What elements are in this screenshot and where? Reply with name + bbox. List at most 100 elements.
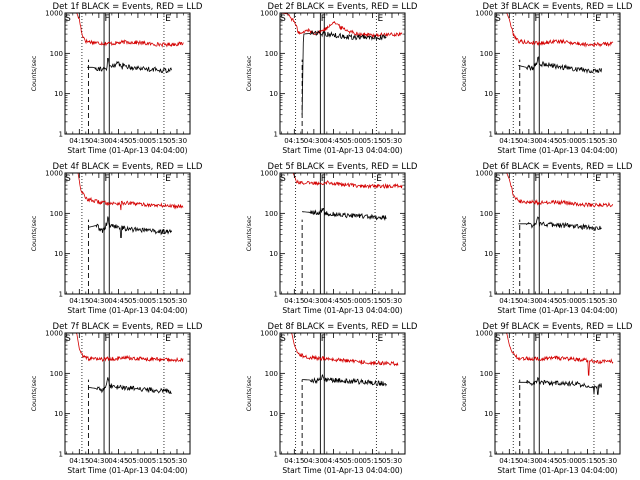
lld-series-line (72, 332, 184, 363)
panel-title: Det 3f BLACK = Events, RED = LLD (483, 2, 633, 12)
x-tick-label: 05:30 (597, 137, 617, 145)
lld-series-line (287, 332, 399, 367)
panel-det-8: Det 8f BLACK = Events, RED = LLD Counts/s… (245, 322, 418, 475)
flare-marker-label: F (321, 14, 326, 24)
end-marker-label: E (165, 174, 171, 184)
x-tick-label: 04:15 (499, 297, 519, 305)
y-tick-label: 1000 (260, 170, 278, 178)
x-tick-label: 04:30 (519, 457, 539, 465)
end-marker-label: E (165, 14, 171, 24)
x-tick-label: 04:30 (519, 137, 539, 145)
x-tick-label: 05:30 (167, 297, 187, 305)
y-tick-label: 1 (59, 291, 63, 299)
x-tick-label: 04:15 (284, 457, 304, 465)
y-tick-label: 100 (265, 370, 278, 378)
panel-title: Det 9f BLACK = Events, RED = LLD (483, 322, 633, 332)
panel-det-7: Det 7f BLACK = Events, RED = LLD Counts/s… (30, 322, 203, 475)
lld-series-line (72, 172, 184, 211)
x-tick-label: 05:30 (382, 137, 402, 145)
end-marker-label: E (595, 174, 601, 184)
end-marker-label: E (165, 334, 171, 344)
y-tick-label: 1000 (260, 10, 278, 18)
start-marker-label: S (65, 334, 71, 344)
x-tick-label: 04:15 (499, 137, 519, 145)
end-marker-label: E (378, 334, 384, 344)
plot-frame (494, 332, 621, 455)
events-series-line (518, 376, 602, 395)
x-tick-label: 05:00 (343, 457, 363, 465)
panel-title: Det 8f BLACK = Events, RED = LLD (268, 322, 418, 332)
x-tick-label: 04:45 (108, 457, 128, 465)
plot-frame (494, 12, 621, 135)
y-tick-label: 1000 (475, 170, 493, 178)
panel-det-5: Det 5f BLACK = Events, RED = LLD Counts/s… (245, 162, 418, 315)
x-tick-label: 05:15 (362, 137, 382, 145)
x-tick-label: 04:45 (538, 457, 558, 465)
plot-frame (64, 332, 191, 455)
y-tick-label: 100 (480, 50, 493, 58)
y-tick-label: 100 (50, 210, 63, 218)
flare-marker-label: F (321, 174, 326, 184)
end-marker-label: E (595, 14, 601, 24)
y-tick-label: 1 (59, 451, 63, 459)
flare-marker-label: F (534, 14, 539, 24)
start-marker-label: S (280, 14, 286, 24)
y-tick-label: 1000 (260, 330, 278, 338)
panel-title: Det 2f BLACK = Events, RED = LLD (268, 2, 418, 12)
flare-marker-label: F (534, 334, 539, 344)
y-tick-label: 1 (59, 131, 63, 139)
panel-det-9: Det 9f BLACK = Events, RED = LLD Counts/s… (460, 322, 633, 475)
x-tick-label: 04:30 (89, 137, 109, 145)
flare-marker-label: F (534, 174, 539, 184)
x-tick-label: 05:15 (147, 297, 167, 305)
y-tick-label: 10 (484, 410, 493, 418)
y-tick-label: 1 (274, 291, 278, 299)
x-tick-label: 05:15 (362, 457, 382, 465)
plot-frame (279, 172, 406, 295)
y-tick-label: 100 (480, 370, 493, 378)
x-tick-label: 05:30 (167, 137, 187, 145)
x-tick-label: 04:15 (69, 297, 89, 305)
x-tick-label: 04:45 (323, 137, 343, 145)
end-marker-label: E (378, 14, 384, 24)
x-tick-label: 05:00 (343, 297, 363, 305)
y-tick-label: 100 (265, 210, 278, 218)
x-tick-label: 04:30 (304, 137, 324, 145)
x-tick-label: 05:00 (558, 457, 578, 465)
start-marker-label: S (495, 14, 501, 24)
x-tick-label: 05:15 (362, 297, 382, 305)
y-axis-label: Counts/sec (245, 375, 253, 411)
events-series-line (302, 373, 387, 387)
start-marker-label: S (280, 334, 286, 344)
panel-title: Det 1f BLACK = Events, RED = LLD (53, 2, 203, 12)
panel-det-6: Det 6f BLACK = Events, RED = LLD Counts/s… (460, 162, 633, 315)
plot-frame (64, 172, 191, 295)
lld-series-line (287, 172, 403, 190)
x-tick-label: 04:45 (323, 457, 343, 465)
x-tick-label: 04:15 (284, 137, 304, 145)
x-tick-label: 04:15 (284, 297, 304, 305)
lld-series-line (70, 12, 184, 48)
x-tick-label: 05:30 (382, 457, 402, 465)
y-axis-label: Counts/sec (460, 55, 468, 91)
x-tick-label: 05:15 (147, 137, 167, 145)
y-tick-label: 10 (269, 250, 278, 258)
y-axis-label: Counts/sec (460, 375, 468, 411)
flare-marker-label: F (321, 334, 326, 344)
lld-series-line (502, 172, 614, 208)
y-tick-label: 1000 (45, 170, 63, 178)
flare-marker-label: F (104, 334, 109, 344)
panel-title: Det 5f BLACK = Events, RED = LLD (268, 162, 418, 172)
x-axis-label: Start Time (01-Apr-13 04:04:00) (282, 146, 402, 155)
y-tick-label: 10 (484, 250, 493, 258)
lld-series-line (502, 332, 614, 376)
lld-series-line (279, 12, 403, 39)
y-tick-label: 10 (54, 410, 63, 418)
x-tick-label: 05:15 (577, 137, 597, 145)
y-tick-label: 1 (489, 291, 493, 299)
y-tick-label: 10 (269, 410, 278, 418)
x-axis-label: Start Time (01-Apr-13 04:04:00) (67, 306, 187, 315)
panel-title: Det 4f BLACK = Events, RED = LLD (53, 162, 203, 172)
y-axis-label: Counts/sec (460, 215, 468, 251)
